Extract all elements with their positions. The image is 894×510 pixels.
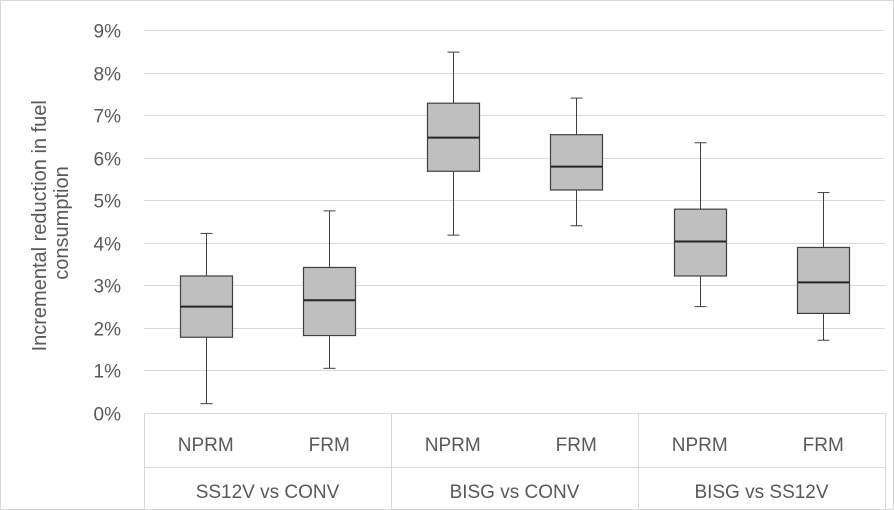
x-group-label: BISG vs CONV <box>450 482 580 503</box>
boxes <box>179 51 851 405</box>
y-tick-label: 3% <box>94 277 122 298</box>
y-tick-label: 1% <box>94 362 122 383</box>
box-iqr <box>302 266 357 337</box>
x-category-label: NPRM <box>672 435 728 456</box>
box-iqr <box>549 134 604 191</box>
y-axis-title: Incremental reduction in fuel consumptio… <box>29 95 73 352</box>
x-category-label: FRM <box>803 435 844 456</box>
y-tick-label: 6% <box>94 150 122 171</box>
box-iqr <box>796 246 851 315</box>
y-axis-title-line-2: consumption <box>51 166 73 279</box>
y-axis-title-line-1: Incremental reduction in fuel <box>29 100 51 351</box>
y-tick-label: 9% <box>94 22 122 43</box>
y-tick-label: 8% <box>94 65 122 86</box>
x-category-label: NPRM <box>178 435 234 456</box>
box <box>426 51 481 236</box>
x-group-label: SS12V vs CONV <box>196 482 340 503</box>
y-tick-label: 0% <box>94 405 122 426</box>
box <box>796 192 851 341</box>
gridlines <box>144 30 885 414</box>
box <box>302 210 357 369</box>
y-axis-ticks: 0% 1% 2% 3% 4% 5% 6% 7% 8% 9% <box>94 22 122 426</box>
y-tick-label: 2% <box>94 320 122 341</box>
x-axis: NPRM FRM NPRM FRM NPRM FRM SS12V vs CONV BISG v… <box>144 413 886 510</box>
x-group-label: BISG vs SS12V <box>694 482 828 503</box>
x-category-label: FRM <box>556 435 597 456</box>
y-tick-label: 5% <box>94 192 122 213</box>
box <box>549 97 604 227</box>
box <box>179 232 234 405</box>
y-tick-label: 4% <box>94 235 122 256</box>
x-category-label: FRM <box>309 435 350 456</box>
y-tick-label: 7% <box>94 107 122 128</box>
box-iqr <box>673 208 728 277</box>
box <box>673 142 728 308</box>
x-category-label: NPRM <box>425 435 481 456</box>
